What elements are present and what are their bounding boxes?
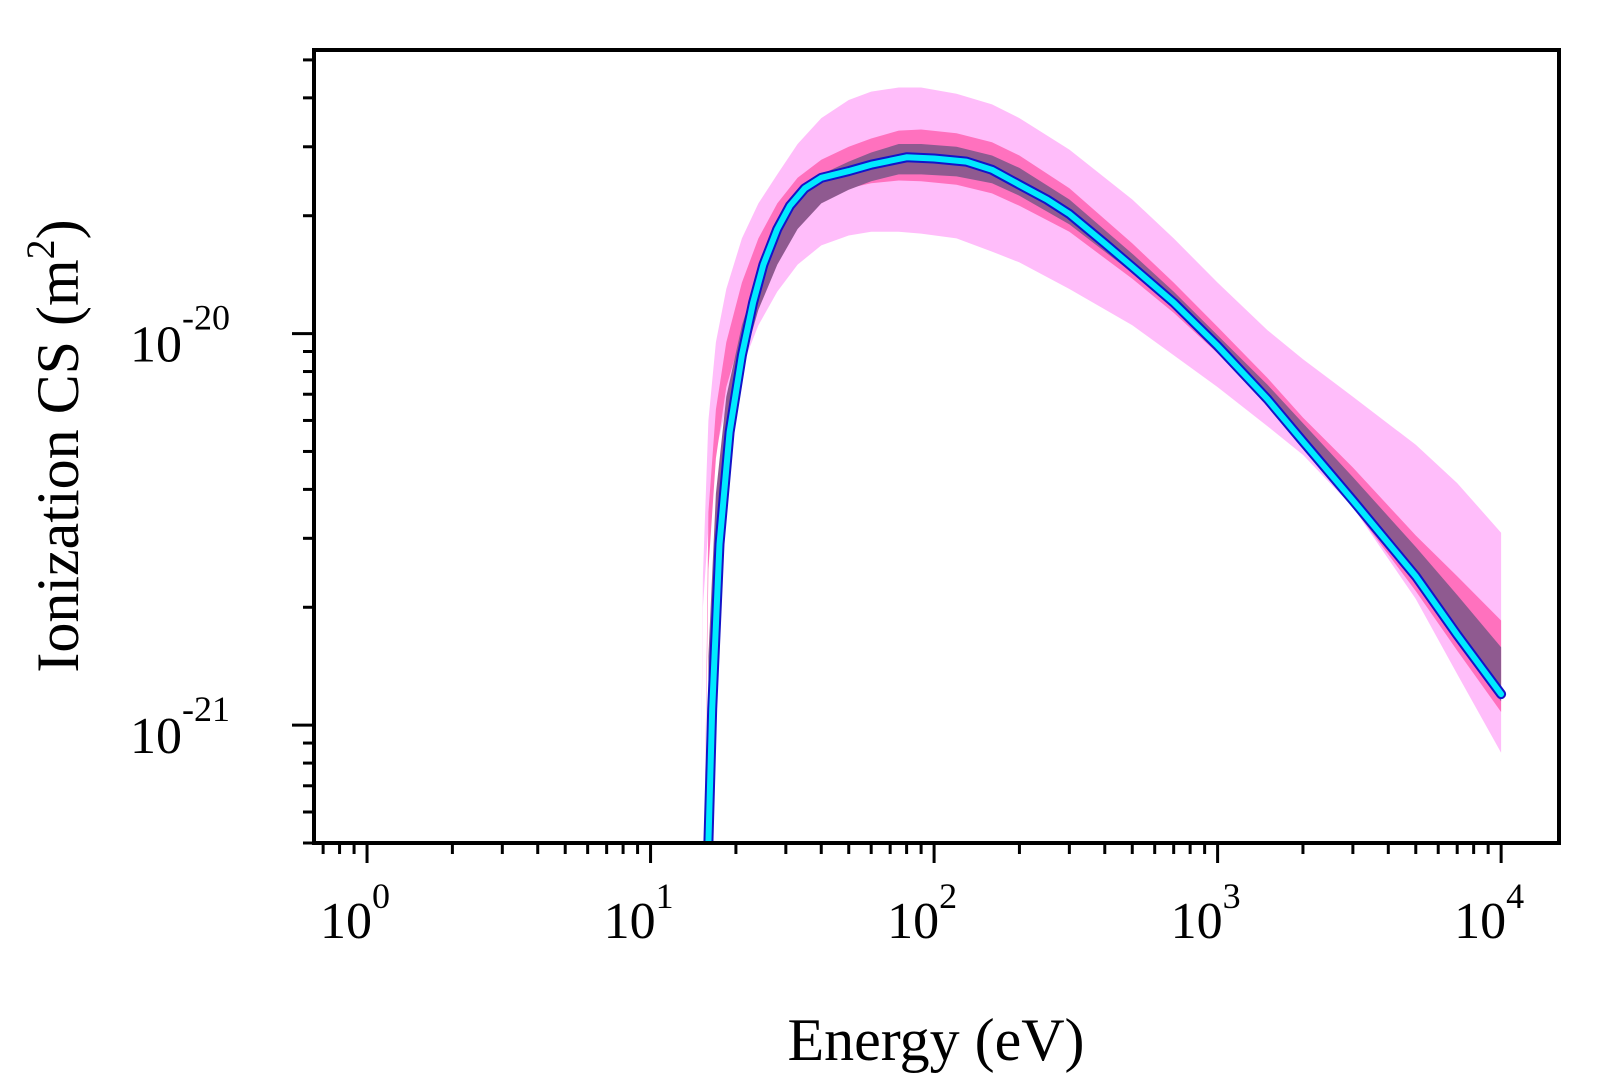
y-tick-label-base: 10 <box>130 708 182 765</box>
x-tick-label-base: 10 <box>1171 893 1223 950</box>
x-tick-label: 103 <box>1171 876 1241 950</box>
y-axis-title-close: ) <box>25 219 91 239</box>
x-tick-label: 100 <box>320 876 390 950</box>
x-tick-label: 101 <box>604 876 674 950</box>
x-tick-label-exp: 1 <box>656 876 674 916</box>
x-tick-label-base: 10 <box>1454 893 1506 950</box>
x-tick-label-base: 10 <box>887 893 939 950</box>
x-tick-label-exp: 4 <box>1506 876 1524 916</box>
y-axis-title: Ionization CS (m2) <box>18 219 91 672</box>
x-tick-label: 102 <box>887 876 957 950</box>
x-tick-label-base: 10 <box>604 893 656 950</box>
x-tick-label-exp: 2 <box>939 876 957 916</box>
x-tick-label-base: 10 <box>320 893 372 950</box>
x-tick-label-exp: 3 <box>1223 876 1241 916</box>
uncertainty-band-inner <box>708 144 1502 812</box>
y-tick-label-exp: -21 <box>182 689 230 729</box>
x-tick-label: 104 <box>1454 876 1524 950</box>
y-tick-label: 10-20 <box>130 298 230 374</box>
y-axis-title-text: Ionization CS (m <box>25 259 91 672</box>
y-axis-title-sup: 2 <box>18 239 63 259</box>
y-tick-label: 10-21 <box>130 689 230 765</box>
x-axis-title: Energy (eV) <box>787 1007 1084 1073</box>
y-tick-label-base: 10 <box>130 317 182 374</box>
plot-area <box>700 87 1507 843</box>
x-tick-labels: 100 101 102 103 104 <box>320 876 1524 950</box>
x-tick-label-exp: 0 <box>372 876 390 916</box>
mean-line <box>705 154 1505 843</box>
y-tick-label-exp: -20 <box>182 298 230 338</box>
plot-frame <box>312 48 1561 845</box>
